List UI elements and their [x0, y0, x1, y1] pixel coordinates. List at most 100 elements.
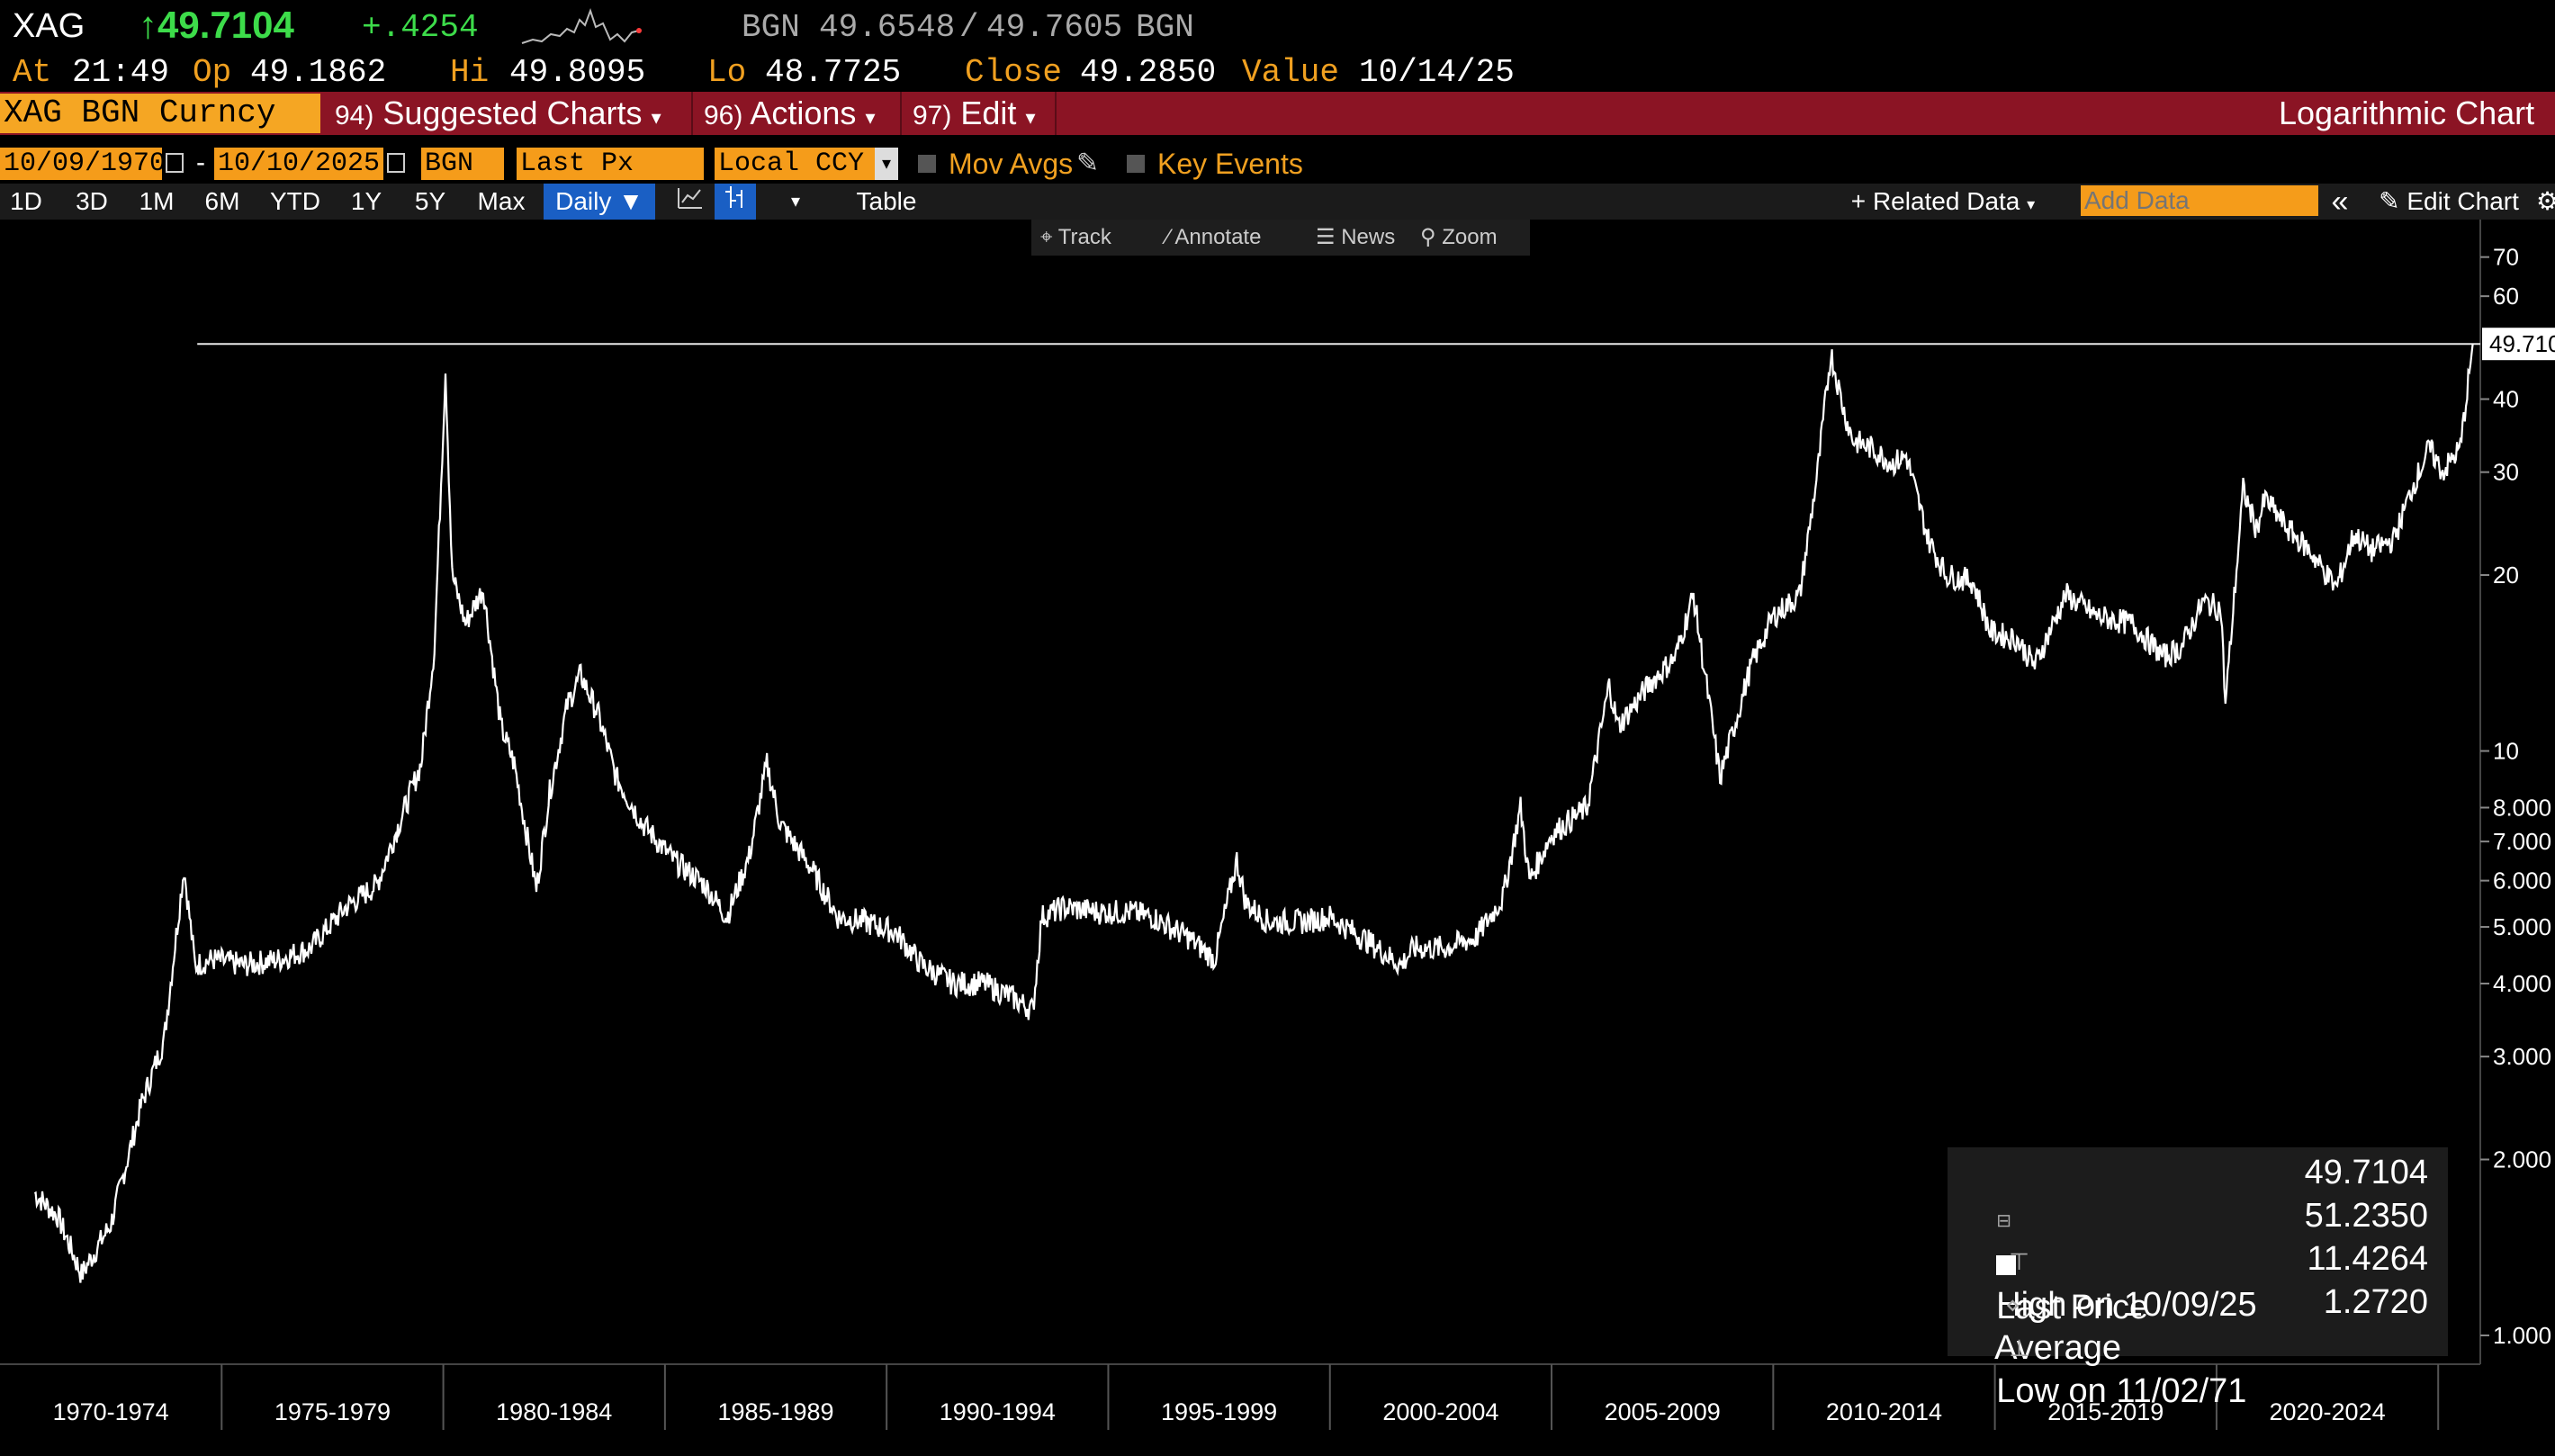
- x-tick-label: 2020-2024: [2269, 1398, 2385, 1425]
- menu-actions-number: 96): [704, 101, 743, 130]
- ask-price: 49.7605: [986, 9, 1123, 46]
- legend-high-value: 51.2350: [2304, 1197, 2428, 1235]
- chart-legend: ⊟ Last Price 49.7104 ⊤ High on 10/09/25 …: [1948, 1147, 2448, 1410]
- menu-suggested-label: Suggested Charts: [382, 94, 643, 131]
- open-value: 49.1862: [250, 54, 387, 91]
- quote-header: XAG ↑49.7104 +.4254 BGN 49.6548 / 49.760…: [0, 0, 2555, 52]
- pencil-icon[interactable]: ✎: [1076, 148, 1100, 178]
- y-tick-label: 20: [2493, 562, 2519, 589]
- edit-chart-button[interactable]: ✎ Edit Chart: [2365, 184, 2533, 220]
- pricing-source-field[interactable]: BGN: [421, 148, 504, 180]
- add-data-input[interactable]: [2081, 185, 2318, 216]
- range-3d-button[interactable]: 3D: [76, 187, 108, 215]
- annotate-tool-button[interactable]: ∕ Annotate: [1157, 220, 1321, 256]
- y-tick-label: 1.000: [2493, 1322, 2551, 1349]
- end-date-field[interactable]: 10/10/2025: [214, 148, 383, 180]
- last-price: ↑49.7104: [139, 4, 294, 46]
- range-1y-button[interactable]: 1Y: [350, 187, 382, 215]
- legend-low-label: Low on 11/02/71: [1996, 1372, 2247, 1410]
- crosshair-icon: ⌖: [1040, 225, 1053, 249]
- key-events-label: Key Events: [1157, 148, 1303, 180]
- low-label: Lo: [707, 54, 747, 91]
- related-data-label: Related Data: [1872, 187, 2020, 215]
- x-tick-label: 1995-1999: [1161, 1398, 1277, 1425]
- mov-avgs-checkbox[interactable]: [918, 155, 936, 173]
- zoom-label: Zoom: [1442, 225, 1498, 249]
- news-tool-button[interactable]: ☰ News: [1307, 220, 1426, 256]
- related-data-button[interactable]: + Related Data ▾: [1840, 184, 2047, 220]
- menu-suggested-charts[interactable]: 94) Suggested Charts ▾: [335, 92, 661, 135]
- currency-select[interactable]: Local CCY: [715, 148, 875, 180]
- last-price-tag-label: 49.710: [2489, 330, 2555, 357]
- y-tick-label: 40: [2493, 386, 2519, 413]
- pencil-icon: ✎: [2379, 187, 2400, 215]
- at-time: 21:49: [72, 54, 170, 91]
- function-menu-bar: 94) Suggested Charts ▾ 96) Actions ▾ 97)…: [0, 92, 2555, 135]
- legend-last-value: 49.7104: [2304, 1154, 2428, 1191]
- x-tick-label: 2015-2019: [2047, 1398, 2164, 1425]
- menu-divider: [691, 92, 693, 135]
- range-toolbar: 1D 3D 1M 6M YTD 1Y 5Y Max Daily ▼ ▾ Tabl…: [0, 184, 2555, 220]
- close-value: 49.2850: [1080, 54, 1217, 91]
- menu-edit[interactable]: 97) Edit ▾: [913, 92, 1035, 135]
- mov-avgs-label: Mov Avgs: [949, 148, 1074, 180]
- high-value: 49.8095: [509, 54, 646, 91]
- y-tick-label: 5.000: [2493, 913, 2551, 940]
- chart-style-dropdown[interactable]: ▾: [790, 192, 801, 211]
- settings-gear-icon[interactable]: ⚙: [2536, 187, 2555, 215]
- legend-high-label: High on 10/09/25: [1996, 1286, 2257, 1324]
- x-tick-label: 2005-2009: [1605, 1398, 1721, 1425]
- calendar-icon[interactable]: [166, 153, 184, 173]
- collapse-double-chevron-icon[interactable]: «: [2331, 184, 2349, 219]
- y-tick-label: 7.000: [2493, 828, 2551, 855]
- x-tick-label: 1980-1984: [496, 1398, 612, 1425]
- caret-down-icon: ▼: [618, 187, 643, 215]
- collapse-icon[interactable]: ⊟: [1996, 1211, 2011, 1231]
- legend-avg-label: Average: [1994, 1329, 2121, 1367]
- range-5y-button[interactable]: 5Y: [414, 187, 446, 215]
- legend-low-value: 1.2720: [2323, 1283, 2428, 1321]
- frequency-select[interactable]: Daily ▼: [544, 184, 655, 220]
- table-button[interactable]: Table: [856, 187, 917, 215]
- line-chart-icon[interactable]: [670, 184, 711, 220]
- legend-last-label: Last Price: [1996, 1289, 2149, 1326]
- range-1d-button[interactable]: 1D: [10, 187, 42, 215]
- range-6m-button[interactable]: 6M: [204, 187, 240, 215]
- y-tick-label: 4.000: [2493, 970, 2551, 997]
- x-tick-label: 1985-1989: [717, 1398, 833, 1425]
- chart-options-row: 10/09/1970 - 10/10/2025 BGN Last Px Loca…: [0, 144, 2555, 184]
- magnifier-icon: ⚲: [1420, 225, 1436, 249]
- range-ytd-button[interactable]: YTD: [270, 187, 320, 215]
- x-tick-label: 2010-2014: [1826, 1398, 1942, 1425]
- key-events-checkbox[interactable]: [1127, 155, 1145, 173]
- sparkline-icon: [521, 8, 642, 44]
- range-max-button[interactable]: Max: [477, 187, 526, 215]
- x-tick-label: 2000-2004: [1382, 1398, 1498, 1425]
- bar-chart-icon[interactable]: [715, 184, 756, 220]
- price-field-select[interactable]: Last Px: [517, 148, 704, 180]
- y-tick-label: 60: [2493, 283, 2519, 310]
- start-date-field[interactable]: 10/09/1970: [0, 148, 166, 180]
- last-price-tag: 49.710: [2482, 328, 2555, 361]
- menu-divider: [1055, 92, 1057, 135]
- security-field[interactable]: XAG BGN Curncy: [0, 94, 320, 133]
- currency-dropdown-button[interactable]: ▾: [875, 148, 898, 180]
- calendar-icon[interactable]: [387, 153, 405, 173]
- zoom-tool-button[interactable]: ⚲ Zoom: [1411, 220, 1530, 256]
- y-axis: 70 60 40 30 20 10 8.000 7.000 6.000 5.000 4.000 3.0…: [2479, 220, 2551, 1364]
- pen-icon: ∕: [1166, 225, 1171, 249]
- price-series-line: [33, 344, 2474, 1283]
- close-label: Close: [965, 54, 1063, 91]
- open-label: Op: [193, 54, 232, 91]
- edit-chart-label: Edit Chart: [2407, 187, 2519, 215]
- plus-icon: +: [1850, 187, 1867, 215]
- menu-actions[interactable]: 96) Actions ▾: [704, 92, 876, 135]
- net-change: +.4254: [362, 9, 479, 46]
- range-1m-button[interactable]: 1M: [139, 187, 175, 215]
- legend-last-row: ⊟ Last Price: [1958, 1151, 2148, 1326]
- at-label: At: [13, 54, 52, 91]
- chevron-down-icon: ▾: [1025, 106, 1036, 129]
- track-tool-button[interactable]: ⌖ Track: [1031, 220, 1172, 256]
- ticker-symbol: XAG: [13, 7, 85, 45]
